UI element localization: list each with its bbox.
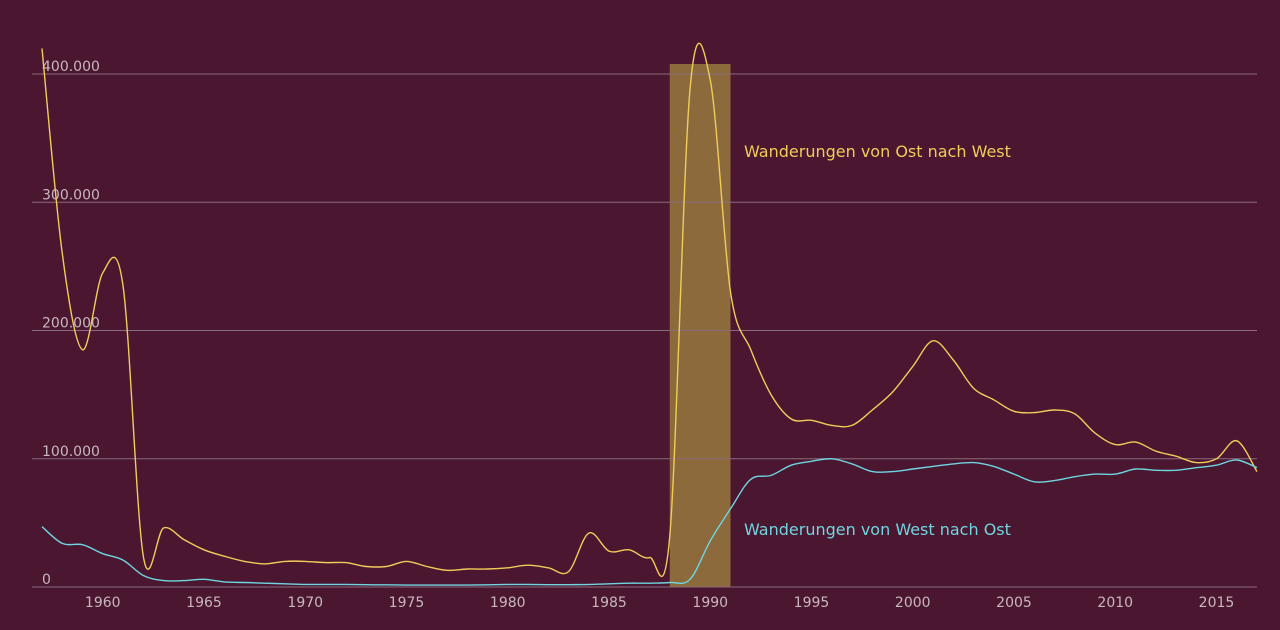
y-tick-label: 200.000 <box>42 316 100 332</box>
y-tick-label: 400.000 <box>42 59 100 75</box>
series-layer <box>41 42 1258 586</box>
x-tick-label: 1970 <box>287 595 323 611</box>
series-line-ost-nach-west <box>41 42 1258 578</box>
annotation-layer: Wanderungen von Ost nach West Wanderunge… <box>744 142 1011 539</box>
x-tick-label: 1995 <box>794 595 830 611</box>
grid-layer <box>32 73 1257 588</box>
series-line-west-nach-ost <box>41 458 1258 586</box>
y-tick-label: 0 <box>42 572 51 588</box>
x-tick-label: 1965 <box>186 595 222 611</box>
x-tick-label: 1960 <box>85 595 121 611</box>
x-tick-label: 1975 <box>389 595 425 611</box>
annotation-west-nach-ost: Wanderungen von West nach Ost <box>744 520 1011 539</box>
x-tick-label: 2015 <box>1199 595 1235 611</box>
y-tick-label: 300.000 <box>42 187 100 203</box>
annotation-ost-nach-west: Wanderungen von Ost nach West <box>744 142 1011 161</box>
x-tick-label: 1990 <box>692 595 728 611</box>
x-tick-label: 2010 <box>1097 595 1133 611</box>
x-tick-label: 1985 <box>591 595 627 611</box>
x-tick-label: 2000 <box>895 595 931 611</box>
x-tick-layer: 1960 1965 1970 1975 1980 1985 1990 1995 2000 2005… <box>85 595 1234 611</box>
x-tick-label: 2005 <box>996 595 1032 611</box>
y-tick-label: 100.000 <box>42 444 100 460</box>
x-tick-label: 1980 <box>490 595 526 611</box>
